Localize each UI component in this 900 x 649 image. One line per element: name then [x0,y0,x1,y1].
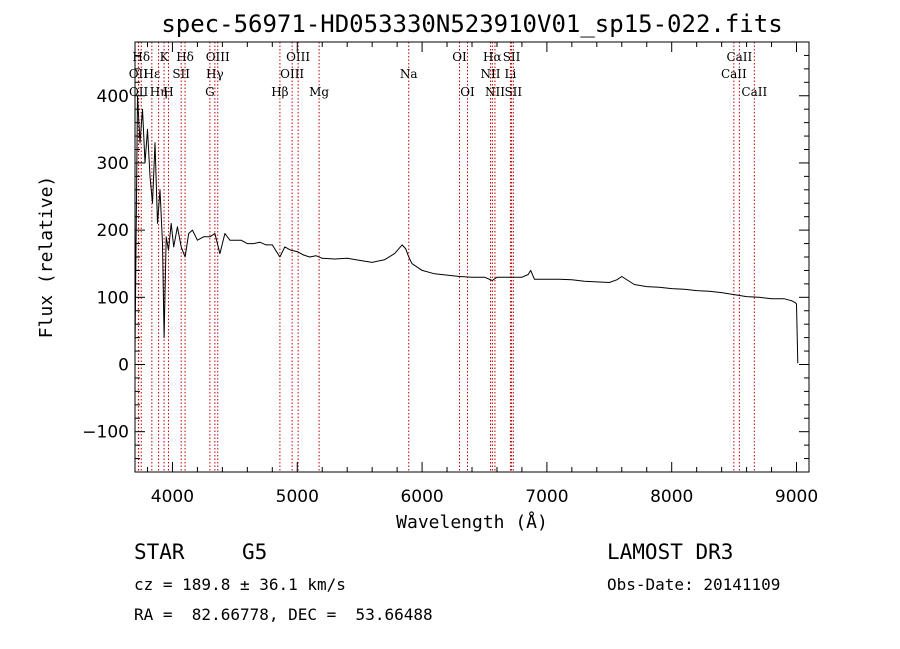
line-label-26: SII [504,85,522,99]
line-label-10: Hε [144,67,161,81]
plot-frame [134,41,810,473]
survey-name: LAMOST DR3 [607,540,734,564]
x-tick-label: 7000 [525,487,568,507]
line-label-1: K [160,50,170,64]
redshift-velocity: cz = 189.8 ± 36.1 km/s [134,575,346,594]
y-tick-label: 100 [97,288,129,308]
y-tick-label: −100 [82,423,129,443]
line-label-15: NII [480,67,500,81]
line-label-24: OI [460,85,475,99]
observation-date: Obs-Date: 20141109 [607,575,781,594]
line-label-18: OII [129,85,149,99]
y-tick-label: 0 [118,356,129,376]
x-tick-label: 9000 [775,487,818,507]
object-type: STAR [134,540,185,564]
line-label-25: NII [485,85,505,99]
line-label-2: Hδ [176,50,194,64]
spectral-subclass: G5 [242,540,268,564]
line-label-23: Mg [309,85,329,99]
spectral-line-markers [137,42,755,472]
line-label-5: OI [452,50,467,64]
x-tick-label: 6000 [400,487,443,507]
line-label-20: H [163,85,173,99]
chart-title: spec-56971-HD053330N523910V01_sp15-022.f… [161,10,782,38]
line-label-27: CaII [741,85,767,99]
spectrum-line [134,95,799,364]
line-label-14: Na [400,67,418,81]
line-label-9: OII [129,67,149,81]
line-label-17: CaII [721,67,747,81]
x-axis-title: Wavelength (Å) [396,511,548,533]
line-label-0: Hδ [132,50,150,64]
line-label-11: SII [172,67,190,81]
line-label-4: OIII [286,50,310,64]
sky-coordinates: RA = 82.66778, DEC = 53.66488 [134,605,433,624]
line-label-16: Li [505,67,517,81]
line-label-19: Hη [150,85,168,99]
line-label-21: G [205,85,215,99]
line-label-12: Hγ [206,67,224,81]
line-label-7: SII [503,50,521,64]
line-label-22: Hβ [271,85,288,99]
spectrum-series [134,95,799,364]
line-label-6: Hα [483,50,502,64]
x-tick-label: 4000 [151,487,194,507]
y-tick-label: 200 [97,221,129,241]
line-label-8: CaII [726,50,752,64]
line-label-3: OIII [206,50,230,64]
x-tick-label: 8000 [650,487,693,507]
y-tick-label: 300 [97,154,129,174]
y-tick-label: 400 [97,87,129,107]
x-tick-label: 5000 [276,487,319,507]
line-label-13: OIII [280,67,304,81]
axis-ticks: 4000 5000 6000 7000 8000 9000 −100 0 100 200 300 40… [82,42,818,507]
y-axis-title: Flux (relative) [36,176,57,339]
